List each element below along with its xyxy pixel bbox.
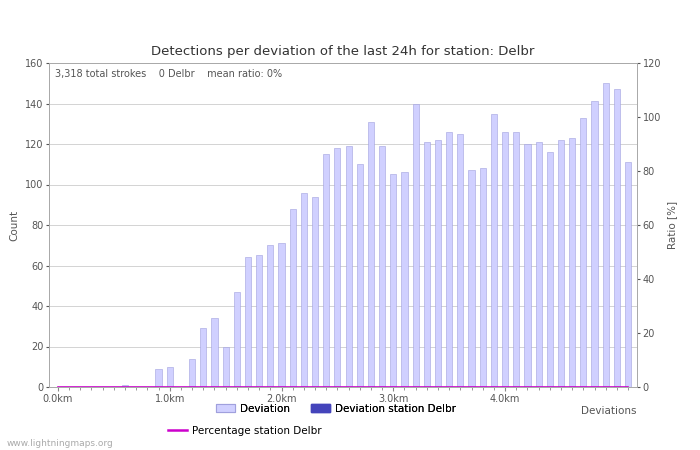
Bar xyxy=(580,118,587,387)
Bar xyxy=(424,142,430,387)
Bar xyxy=(234,292,240,387)
Bar xyxy=(290,209,296,387)
Bar xyxy=(211,318,218,387)
Bar xyxy=(491,113,497,387)
Bar xyxy=(502,132,508,387)
Bar xyxy=(245,257,251,387)
Bar xyxy=(625,162,631,387)
Y-axis label: Ratio [%]: Ratio [%] xyxy=(666,201,677,249)
Bar xyxy=(524,144,531,387)
Bar xyxy=(435,140,441,387)
Bar xyxy=(446,132,452,387)
Bar xyxy=(167,367,173,387)
Bar xyxy=(223,346,229,387)
Bar xyxy=(536,142,542,387)
Bar xyxy=(513,132,519,387)
Bar xyxy=(569,138,575,387)
Bar xyxy=(480,168,486,387)
Bar xyxy=(401,172,407,387)
Bar xyxy=(592,102,598,387)
Bar xyxy=(323,154,329,387)
Bar xyxy=(457,134,463,387)
Text: www.lightningmaps.org: www.lightningmaps.org xyxy=(7,439,113,448)
Bar xyxy=(558,140,564,387)
Y-axis label: Count: Count xyxy=(9,209,20,241)
Text: Deviations: Deviations xyxy=(582,406,637,416)
Bar xyxy=(200,328,206,387)
Text: 3,318 total strokes    0 Delbr    mean ratio: 0%: 3,318 total strokes 0 Delbr mean ratio: … xyxy=(55,69,282,80)
Bar xyxy=(412,104,419,387)
Bar xyxy=(189,359,195,387)
Bar xyxy=(155,369,162,387)
Bar xyxy=(390,174,396,387)
Bar xyxy=(468,170,475,387)
Bar xyxy=(346,146,351,387)
Bar xyxy=(301,193,307,387)
Bar xyxy=(547,152,553,387)
Bar xyxy=(267,245,274,387)
Legend: Deviation, Deviation station Delbr: Deviation, Deviation station Delbr xyxy=(212,400,460,418)
Bar xyxy=(335,148,340,387)
Bar xyxy=(379,146,385,387)
Bar xyxy=(122,385,128,387)
Bar xyxy=(603,83,609,387)
Bar xyxy=(312,197,318,387)
Bar xyxy=(357,164,363,387)
Bar xyxy=(614,89,620,387)
Legend: Percentage station Delbr: Percentage station Delbr xyxy=(164,422,326,440)
Bar xyxy=(256,256,262,387)
Bar xyxy=(368,122,374,387)
Title: Detections per deviation of the last 24h for station: Delbr: Detections per deviation of the last 24h… xyxy=(151,45,535,58)
Bar xyxy=(279,243,285,387)
